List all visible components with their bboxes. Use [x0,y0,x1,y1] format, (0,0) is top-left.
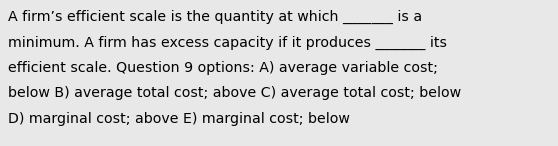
Text: D) marginal cost; above E) marginal cost; below: D) marginal cost; above E) marginal cost… [8,112,350,126]
Text: below B) average total cost; above C) average total cost; below: below B) average total cost; above C) av… [8,86,461,100]
Text: efficient scale. Question 9 options: A) average variable cost;: efficient scale. Question 9 options: A) … [8,61,438,75]
Text: minimum. A firm has excess capacity if it produces _______ its: minimum. A firm has excess capacity if i… [8,35,447,50]
Text: A firm’s efficient scale is the quantity at which _______ is a: A firm’s efficient scale is the quantity… [8,10,422,24]
